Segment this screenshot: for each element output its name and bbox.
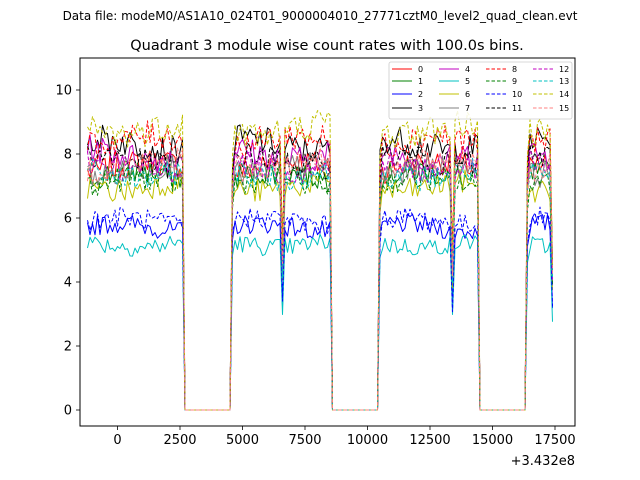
x-tick-label: 0: [113, 433, 121, 448]
series-line-3: [87, 124, 553, 411]
x-tick-label: 5000: [226, 433, 259, 448]
x-axis-ticks: 0 2500 5000 7500 10000 12500 15000 17500: [113, 426, 576, 448]
series-line-5: [87, 233, 553, 411]
y-tick-label: 2: [64, 340, 72, 355]
legend-label-9: 9: [512, 77, 517, 86]
y-tick-label: 8: [64, 148, 72, 163]
x-tick-label: 2500: [163, 433, 196, 448]
x-tick-label: 10000: [347, 433, 388, 448]
series-line-4: [87, 134, 553, 411]
legend-label-3: 3: [418, 104, 423, 113]
legend-label-7: 7: [465, 104, 470, 113]
legend-label-2: 2: [418, 90, 423, 99]
y-tick-label: 0: [64, 404, 72, 419]
x-tick-label: 12500: [409, 433, 450, 448]
legend-label-6: 6: [465, 90, 470, 99]
chart-suptitle: Data file: modeM0/AS1A10_024T01_90000040…: [63, 9, 578, 23]
y-tick-label: 10: [55, 84, 72, 99]
series-line-15: [87, 144, 553, 411]
legend-label-14: 14: [559, 90, 569, 99]
y-tick-label: 6: [64, 212, 72, 227]
legend-label-12: 12: [559, 65, 569, 74]
series-line-14: [87, 110, 553, 411]
y-axis-ticks: 0 2 4 6 8 10: [55, 84, 80, 419]
x-tick-label: 17500: [534, 433, 575, 448]
legend-box: [388, 61, 573, 120]
series-line-10: [87, 206, 553, 411]
x-tick-label: 15000: [472, 433, 513, 448]
legend-label-11: 11: [512, 104, 522, 113]
plot-frame: [79, 57, 576, 427]
series-line-13: [87, 157, 553, 411]
series-line-12: [87, 150, 553, 411]
legend-label-4: 4: [465, 65, 470, 74]
x-tick-label: 7500: [288, 433, 321, 448]
y-tick-label: 4: [64, 276, 72, 291]
legend-label-1: 1: [418, 77, 423, 86]
legend-label-15: 15: [559, 104, 569, 113]
legend-label-8: 8: [512, 65, 517, 74]
legend-label-0: 0: [418, 65, 423, 74]
x-offset-label: +3.432e8: [511, 454, 575, 469]
plot-lines: [87, 110, 553, 411]
legend-label-5: 5: [465, 77, 470, 86]
series-line-8: [87, 120, 553, 411]
legend-label-10: 10: [512, 90, 522, 99]
chart-title: Quadrant 3 module wise count rates with …: [130, 38, 524, 54]
legend-label-13: 13: [559, 77, 569, 86]
